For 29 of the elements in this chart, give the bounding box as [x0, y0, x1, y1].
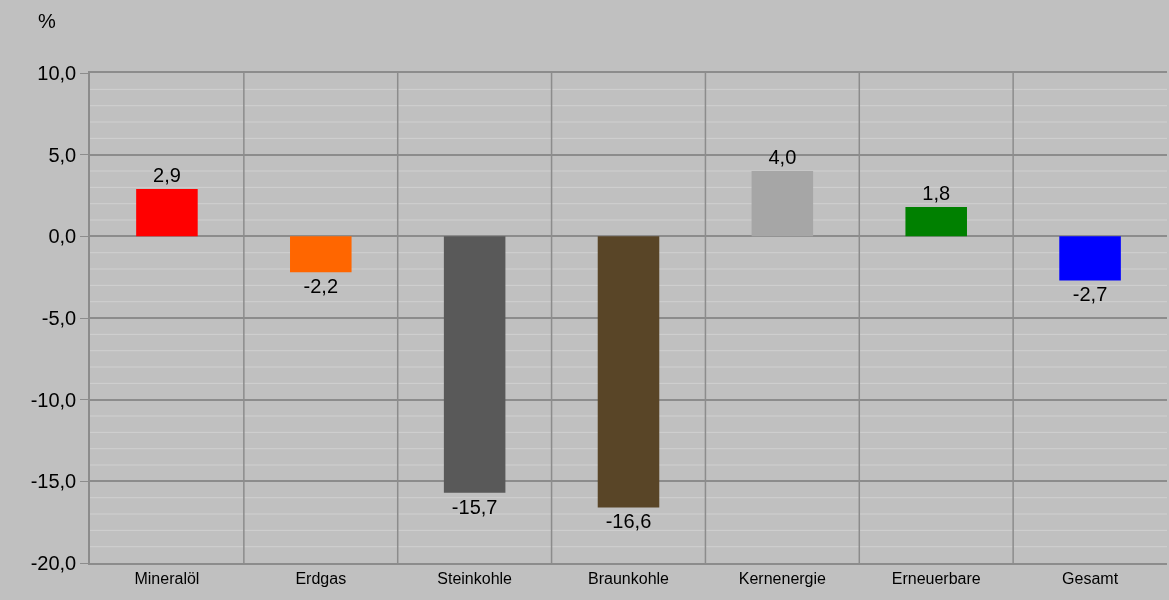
bar [597, 236, 660, 508]
data-label: -2,2 [303, 275, 339, 298]
y-tick-label: 5,0 [48, 143, 77, 166]
y-axis-title: % [38, 10, 56, 32]
x-tick-label: Erdgas [295, 569, 347, 587]
x-tick-label: Mineralöl [134, 569, 200, 587]
y-tick-label: -15,0 [30, 470, 77, 493]
x-tick-label: Steinkohle [437, 569, 513, 587]
data-label: 1,8 [922, 181, 951, 204]
bar [751, 171, 814, 237]
data-label: 2,9 [153, 163, 181, 186]
x-tick-label: Erneuerbare [891, 569, 981, 587]
y-tick-label: 0,0 [48, 225, 77, 248]
data-label: -2,7 [1072, 283, 1108, 306]
bar [290, 236, 352, 273]
y-tick-label: -10,0 [30, 388, 77, 411]
data-label: -15,7 [451, 495, 498, 518]
bar [443, 236, 506, 493]
y-tick-label: 10,0 [37, 62, 77, 84]
y-tick-label: -5,0 [41, 307, 77, 329]
data-label: -16,6 [605, 510, 652, 533]
x-tick-label: Kernenergie [738, 569, 827, 587]
bar [136, 188, 198, 237]
bar [1059, 236, 1121, 281]
x-tick-label: Gesamt [1062, 569, 1119, 587]
data-label: 4,0 [768, 146, 797, 168]
bar [905, 206, 967, 237]
x-tick-label: Braunkohle [588, 569, 670, 587]
y-tick-label: -20,0 [30, 552, 77, 574]
